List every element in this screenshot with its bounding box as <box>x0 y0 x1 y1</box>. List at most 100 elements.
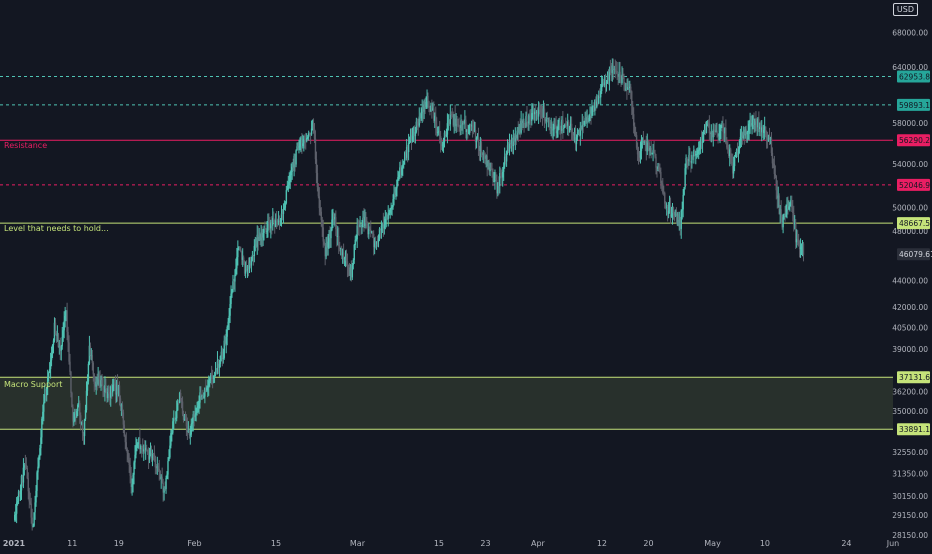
candle-body[interactable] <box>335 217 337 229</box>
candle-body[interactable] <box>525 116 527 123</box>
candle-body[interactable] <box>150 449 153 459</box>
candle-body[interactable] <box>213 375 216 377</box>
candle-body[interactable] <box>372 231 374 234</box>
candle-body[interactable] <box>481 153 484 155</box>
candle-body[interactable] <box>255 244 257 247</box>
candle-body[interactable] <box>588 117 590 122</box>
candle-body[interactable] <box>606 74 609 83</box>
candle-body[interactable] <box>271 223 273 226</box>
candle-body[interactable] <box>39 448 41 457</box>
candle-body[interactable] <box>191 423 193 425</box>
candle-body[interactable] <box>557 124 559 131</box>
candle-body[interactable] <box>570 123 573 133</box>
candle-body[interactable] <box>365 217 367 224</box>
candle-body[interactable] <box>25 465 28 468</box>
candle-body[interactable] <box>47 372 50 378</box>
candle-body[interactable] <box>194 414 196 418</box>
candle-body[interactable] <box>329 236 331 239</box>
candle-body[interactable] <box>176 402 179 411</box>
candle-body[interactable] <box>388 212 390 215</box>
candle-body[interactable] <box>331 219 333 231</box>
candle-body[interactable] <box>476 137 479 139</box>
candle-body[interactable] <box>193 414 195 418</box>
candle-body[interactable] <box>694 150 696 156</box>
candle-body[interactable] <box>241 251 243 260</box>
candle-body[interactable] <box>586 117 588 123</box>
candle-body[interactable] <box>784 214 786 216</box>
candle-body[interactable] <box>466 130 468 133</box>
candle-body[interactable] <box>265 229 267 233</box>
candle-body[interactable] <box>526 116 528 123</box>
candle-body[interactable] <box>658 167 660 170</box>
candle-body[interactable] <box>127 452 129 460</box>
candle-body[interactable] <box>760 126 762 133</box>
candle-body[interactable] <box>148 456 151 460</box>
candle-body[interactable] <box>275 220 278 222</box>
candle-body[interactable] <box>82 432 85 437</box>
candle-body[interactable] <box>297 146 299 148</box>
candle-body[interactable] <box>607 74 610 81</box>
candle-body[interactable] <box>111 386 113 393</box>
candle-body[interactable] <box>394 192 396 196</box>
candle-body[interactable] <box>135 446 137 455</box>
candle-body[interactable] <box>14 513 17 515</box>
candle-body[interactable] <box>574 132 577 145</box>
candle-body[interactable] <box>792 207 794 214</box>
candle-body[interactable] <box>315 159 318 174</box>
price-level-badge[interactable]: 33891.13 <box>897 423 932 436</box>
candle-body[interactable] <box>114 385 117 395</box>
candle-body[interactable] <box>32 525 34 527</box>
candle-body[interactable] <box>134 454 136 463</box>
candle-body[interactable] <box>444 132 447 137</box>
candle-body[interactable] <box>45 394 47 396</box>
candle-body[interactable] <box>621 75 623 83</box>
candle-body[interactable] <box>623 77 625 84</box>
candle-body[interactable] <box>171 432 173 434</box>
candle-body[interactable] <box>318 196 321 209</box>
candle-body[interactable] <box>490 167 492 170</box>
candle-body[interactable] <box>61 337 63 347</box>
candle-body[interactable] <box>34 502 36 513</box>
candle-body[interactable] <box>235 268 237 275</box>
candle-body[interactable] <box>374 240 377 244</box>
candle-body[interactable] <box>260 234 262 241</box>
candle-body[interactable] <box>503 156 506 167</box>
candle-body[interactable] <box>610 72 613 74</box>
candle-body[interactable] <box>160 476 162 480</box>
candle-body[interactable] <box>366 223 368 227</box>
candle-body[interactable] <box>638 155 641 158</box>
candle-body[interactable] <box>766 138 769 142</box>
candle-body[interactable] <box>190 423 192 435</box>
candle-body[interactable] <box>281 213 284 215</box>
candle-body[interactable] <box>714 129 716 133</box>
candle-body[interactable] <box>346 261 349 268</box>
candle-body[interactable] <box>87 363 90 382</box>
candle-body[interactable] <box>307 136 309 138</box>
candle-body[interactable] <box>635 135 638 148</box>
candle-body[interactable] <box>360 224 362 226</box>
candle-body[interactable] <box>282 209 285 214</box>
candle-body[interactable] <box>272 218 274 226</box>
candle-body[interactable] <box>627 87 629 90</box>
candle-body[interactable] <box>486 155 488 167</box>
candle-body[interactable] <box>435 115 437 126</box>
candle-body[interactable] <box>189 434 192 436</box>
candle-body[interactable] <box>51 344 54 354</box>
candle-body[interactable] <box>320 211 322 220</box>
candle-body[interactable] <box>383 224 386 229</box>
candle-body[interactable] <box>474 129 477 143</box>
candle-body[interactable] <box>508 140 511 152</box>
candle-body[interactable] <box>689 154 691 162</box>
candle-body[interactable] <box>688 154 690 162</box>
candle-body[interactable] <box>220 351 223 357</box>
candle-body[interactable] <box>239 246 241 250</box>
candle-body[interactable] <box>745 129 747 135</box>
candle-body[interactable] <box>108 391 110 394</box>
candle-body[interactable] <box>592 107 594 109</box>
candle-body[interactable] <box>314 138 317 160</box>
candle-body[interactable] <box>550 127 552 129</box>
candle-body[interactable] <box>653 150 655 154</box>
candle-body[interactable] <box>675 210 678 216</box>
candle-body[interactable] <box>603 82 606 86</box>
